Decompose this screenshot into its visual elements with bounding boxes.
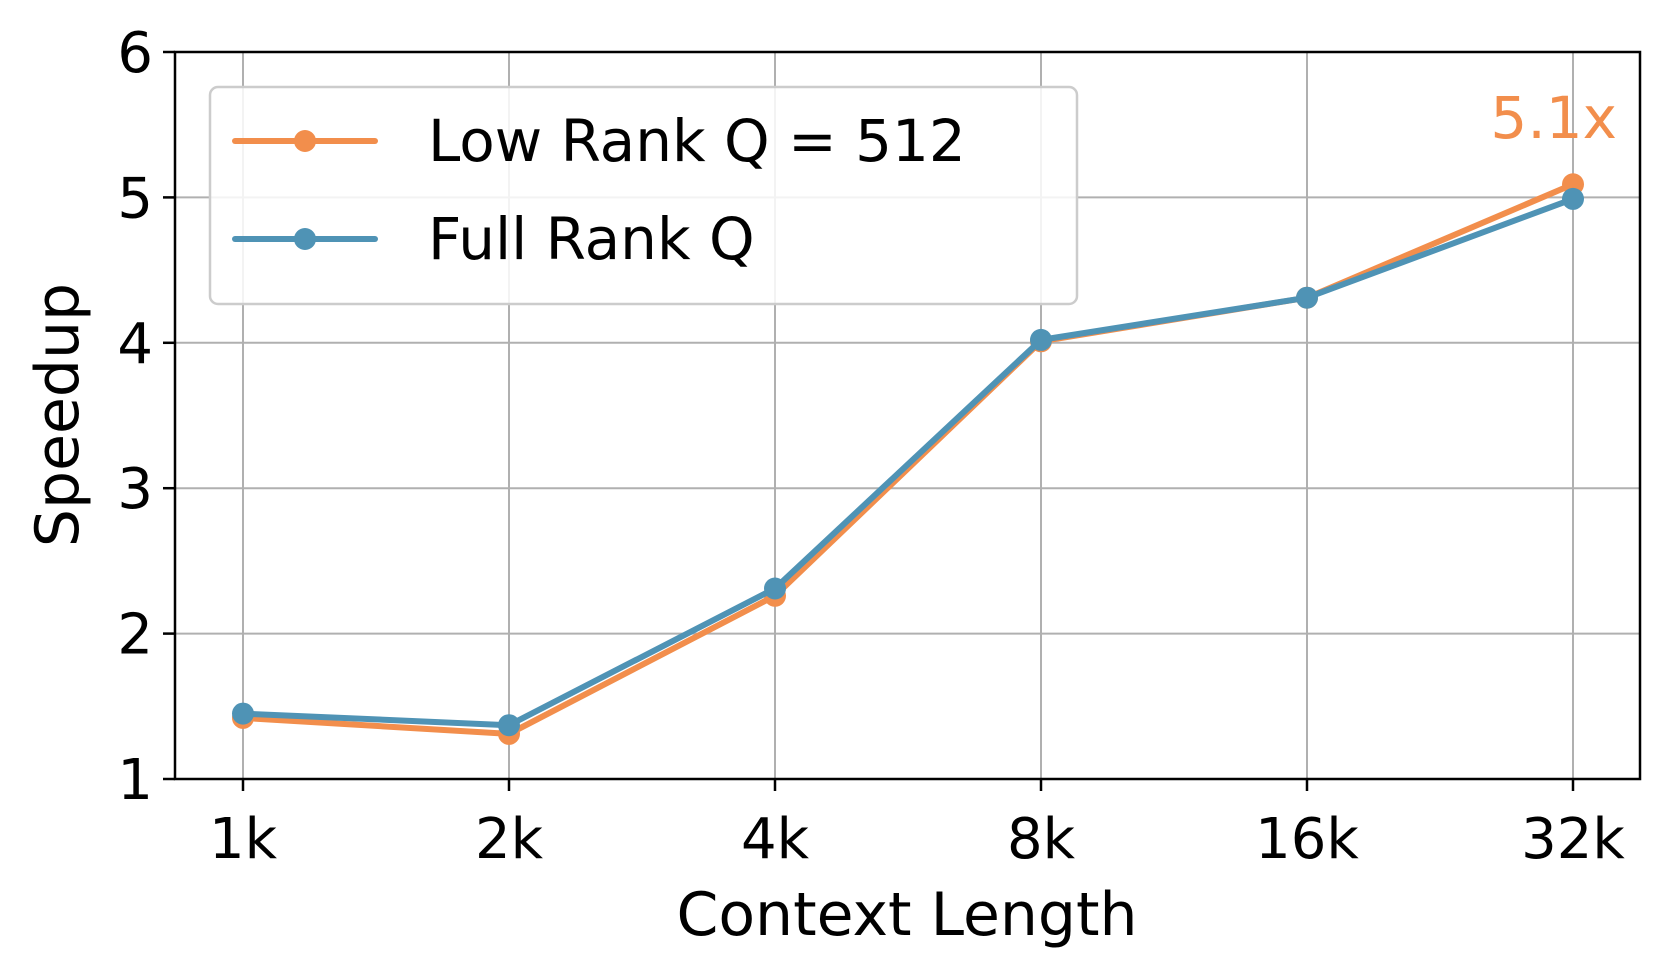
x-tick-label: 2k bbox=[475, 807, 544, 872]
peak-annotation: 5.1x bbox=[1490, 84, 1617, 152]
series-2-point bbox=[232, 702, 254, 725]
series-2-point bbox=[498, 714, 520, 737]
series-lines bbox=[232, 173, 1584, 745]
legend-label: Full Rank Q bbox=[428, 205, 755, 273]
y-tick-label: 2 bbox=[117, 603, 153, 668]
series-2-point bbox=[1030, 328, 1052, 351]
series-2-point bbox=[1562, 187, 1584, 210]
y-tick-label: 3 bbox=[117, 457, 153, 522]
legend-label: Low Rank Q = 512 bbox=[428, 107, 966, 175]
axis-ticks: 1k 2k 4k 8k 16k 32k 1 2 3 4 5 6 bbox=[117, 21, 1625, 872]
y-tick-label: 5 bbox=[117, 166, 153, 231]
x-tick-label: 4k bbox=[741, 807, 810, 872]
y-tick-label: 1 bbox=[117, 748, 153, 813]
y-tick-label: 6 bbox=[117, 21, 153, 86]
series-2-point bbox=[1296, 286, 1318, 309]
legend-box bbox=[208, 85, 1079, 306]
x-tick-label: 16k bbox=[1255, 807, 1359, 872]
legend-swatch-marker bbox=[294, 228, 316, 250]
y-tick-label: 4 bbox=[117, 312, 153, 377]
x-tick-label: 1k bbox=[209, 807, 278, 872]
y-axis-label: Speedup bbox=[23, 283, 93, 547]
x-tick-label: 32k bbox=[1521, 807, 1625, 872]
series-2-point bbox=[764, 577, 786, 600]
series-line-2 bbox=[240, 195, 1576, 729]
plot-frame bbox=[173, 50, 1642, 781]
legend-swatch-marker bbox=[294, 130, 316, 152]
x-tick-label: 8k bbox=[1007, 807, 1076, 872]
x-axis-label: Context Length bbox=[676, 880, 1137, 950]
legend: Low Rank Q = 512 Full Rank Q bbox=[208, 85, 1079, 306]
